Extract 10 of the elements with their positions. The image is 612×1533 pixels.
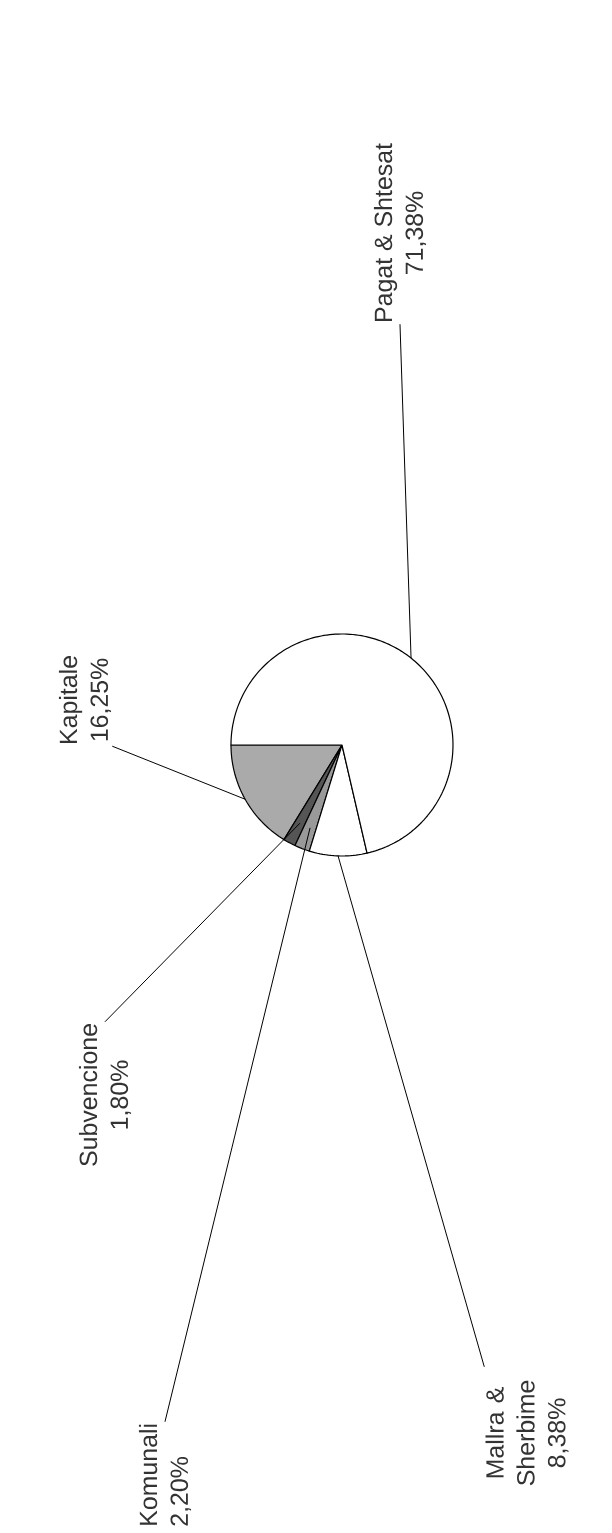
slice-label: Kapitale: [58, 656, 83, 743]
data-label: 8,38%: [547, 1398, 569, 1468]
data-label: 1,80%: [110, 1060, 132, 1129]
data-label: 71,38%: [405, 191, 427, 274]
data-label: 16,25%: [90, 658, 112, 741]
slice-label: Pagat & Shtesat: [373, 143, 398, 321]
slice-label: Komunali: [138, 1424, 158, 1525]
slice-label: Mallra & Sherbime: [485, 1380, 535, 1486]
data-label: 2,20%: [170, 1457, 192, 1526]
slice-label: Subvencione: [78, 1024, 98, 1166]
